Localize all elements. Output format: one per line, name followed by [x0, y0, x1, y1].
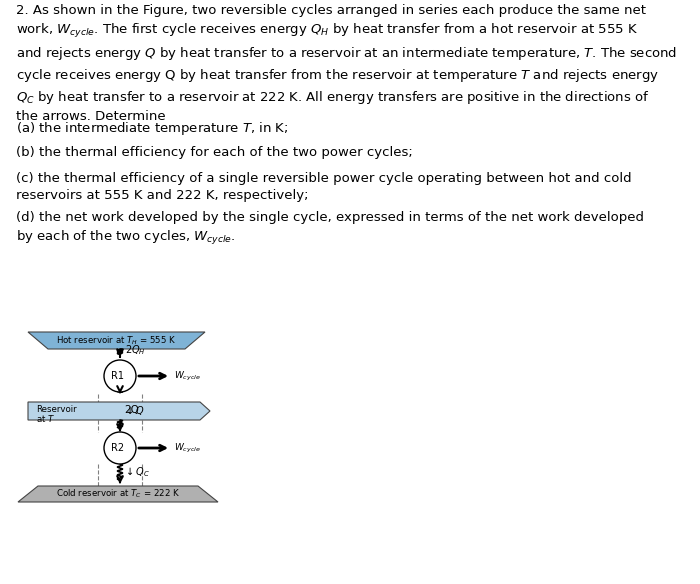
Text: $W_{cycle}$: $W_{cycle}$	[174, 370, 201, 383]
Text: R2: R2	[111, 443, 125, 453]
Text: (b) the thermal efficiency for each of the two power cycles;: (b) the thermal efficiency for each of t…	[16, 145, 413, 159]
Text: R1: R1	[111, 371, 125, 381]
Polygon shape	[28, 402, 210, 420]
Text: Reservoir: Reservoir	[36, 405, 76, 413]
Text: (a) the intermediate temperature $T$, in K;: (a) the intermediate temperature $T$, in…	[16, 120, 288, 137]
Text: at $T$: at $T$	[36, 413, 55, 425]
Text: 2Q: 2Q	[124, 405, 139, 415]
Text: (d) the net work developed by the single cycle, expressed in terms of the net wo: (d) the net work developed by the single…	[16, 211, 644, 248]
Text: $2Q_H$: $2Q_H$	[125, 343, 146, 357]
Text: (c) the thermal efficiency of a single reversible power cycle operating between : (c) the thermal efficiency of a single r…	[16, 172, 631, 201]
Text: $\downarrow Q_C$: $\downarrow Q_C$	[124, 465, 150, 479]
Text: $W_{cycle}$: $W_{cycle}$	[174, 442, 201, 454]
Polygon shape	[18, 486, 218, 502]
Text: 2. As shown in the Figure, two reversible cycles arranged in series each produce: 2. As shown in the Figure, two reversibl…	[16, 4, 677, 123]
Text: $\downarrow Q$: $\downarrow Q$	[124, 404, 145, 417]
Circle shape	[104, 360, 136, 392]
Text: Hot reservoir at $T_H$ = 555 K: Hot reservoir at $T_H$ = 555 K	[56, 334, 176, 347]
Polygon shape	[28, 332, 205, 349]
Text: Cold reservoir at $T_C$ = 222 K: Cold reservoir at $T_C$ = 222 K	[56, 488, 180, 500]
Circle shape	[104, 432, 136, 464]
